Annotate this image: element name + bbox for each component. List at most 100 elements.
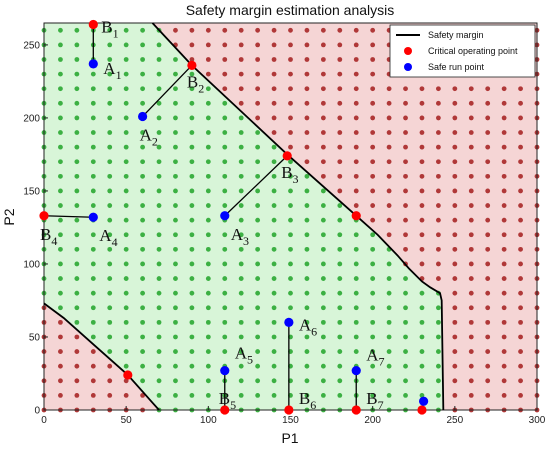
safe-grid-point (205, 319, 211, 325)
critical-point-label: B5 (219, 389, 236, 412)
safe-grid-point (304, 378, 310, 384)
unsafe-grid-point (320, 159, 326, 165)
safe-grid-point (58, 290, 63, 296)
unsafe-grid-point (518, 115, 523, 121)
safe-grid-point (255, 144, 261, 150)
safe-grid-point (173, 173, 178, 179)
safe-point-label-subscript: 1 (116, 68, 122, 82)
unsafe-grid-point (255, 71, 261, 77)
unsafe-grid-point (468, 246, 474, 252)
unsafe-grid-point (485, 363, 491, 369)
unsafe-grid-point (74, 349, 80, 354)
safe-grid-point (353, 261, 359, 267)
unsafe-grid-point (518, 261, 523, 267)
unsafe-grid-point (485, 203, 491, 208)
safe-grid-point (58, 173, 63, 179)
unsafe-grid-point (304, 27, 310, 33)
safe-grid-point (156, 378, 162, 384)
safe-grid-point (140, 363, 146, 369)
safe-grid-point (58, 71, 63, 77)
safe-grid-point (156, 188, 162, 194)
critical-operating-point (39, 211, 49, 221)
unsafe-grid-point (501, 334, 507, 340)
safe-grid-point (271, 203, 277, 208)
safe-grid-point (156, 363, 162, 369)
safe-grid-point (222, 319, 228, 325)
safe-grid-point (107, 86, 113, 92)
unsafe-grid-point (58, 363, 63, 369)
safe-grid-point (90, 276, 96, 281)
safe-grid-point (173, 203, 178, 208)
unsafe-grid-point (353, 71, 359, 77)
safe-grid-point (74, 100, 80, 106)
safe-grid-point (271, 188, 277, 194)
safe-grid-point (123, 319, 129, 325)
unsafe-grid-point (419, 188, 425, 194)
unsafe-grid-point (518, 290, 523, 296)
safe-point-label: A3 (231, 225, 249, 248)
unsafe-grid-point (353, 188, 359, 194)
unsafe-grid-point (403, 173, 408, 179)
safe-grid-point (74, 290, 80, 296)
unsafe-grid-point (320, 115, 326, 121)
safe-point-label: A4 (99, 226, 117, 249)
unsafe-grid-point (173, 27, 178, 33)
unsafe-grid-point (288, 27, 293, 33)
unsafe-grid-point (485, 349, 491, 354)
unsafe-grid-point (58, 378, 63, 384)
safe-grid-point (107, 319, 113, 325)
unsafe-grid-point (370, 130, 376, 135)
unsafe-grid-point (386, 86, 392, 92)
safe-grid-point (238, 319, 244, 325)
safe-grid-point (140, 42, 146, 48)
unsafe-grid-point (320, 100, 326, 106)
safe-grid-point (271, 363, 277, 369)
unsafe-grid-point (452, 115, 458, 121)
safe-grid-point (123, 27, 129, 33)
safe-grid-point (320, 290, 326, 296)
unsafe-grid-point (320, 130, 326, 135)
unsafe-grid-point (288, 86, 293, 92)
unsafe-grid-point (468, 130, 474, 135)
unsafe-grid-point (189, 57, 195, 62)
y-tick-label: 50 (29, 332, 41, 343)
unsafe-grid-point (58, 319, 63, 325)
unsafe-grid-point (518, 305, 523, 311)
safe-grid-point (205, 334, 211, 340)
safe-grid-point (156, 173, 162, 179)
critical-point-label-subscript: 4 (51, 234, 57, 248)
unsafe-grid-point (337, 173, 343, 179)
unsafe-grid-point (123, 378, 129, 384)
safe-grid-point (238, 276, 244, 281)
unsafe-grid-point (419, 173, 425, 179)
unsafe-grid-point (485, 290, 491, 296)
unsafe-grid-point (288, 57, 293, 62)
safe-grid-point (173, 188, 178, 194)
safe-grid-point (189, 232, 195, 238)
safe-grid-point (353, 290, 359, 296)
safe-grid-point (156, 319, 162, 325)
safe-grid-point (337, 276, 343, 281)
safe-grid-point (222, 188, 228, 194)
y-tick-label: 0 (34, 406, 40, 417)
safe-grid-point (123, 42, 129, 48)
unsafe-grid-point (419, 261, 425, 267)
safe-grid-point (90, 115, 96, 121)
critical-point-label-letter: B (101, 17, 112, 36)
unsafe-grid-point (468, 159, 474, 165)
unsafe-grid-point (255, 27, 261, 33)
safe-grid-point (107, 100, 113, 106)
unsafe-grid-point (222, 57, 228, 62)
unsafe-grid-point (370, 42, 376, 48)
unsafe-grid-point (518, 232, 523, 238)
unsafe-grid-point (501, 319, 507, 325)
safe-grid-point (90, 159, 96, 165)
safe-grid-point (238, 349, 244, 354)
unsafe-grid-point (271, 71, 277, 77)
unsafe-grid-point (436, 144, 441, 150)
unsafe-grid-point (255, 100, 261, 106)
safe-grid-point (271, 261, 277, 267)
unsafe-grid-point (452, 100, 458, 106)
safe-grid-point (255, 378, 261, 384)
safe-point-label-subscript: 5 (247, 353, 253, 367)
